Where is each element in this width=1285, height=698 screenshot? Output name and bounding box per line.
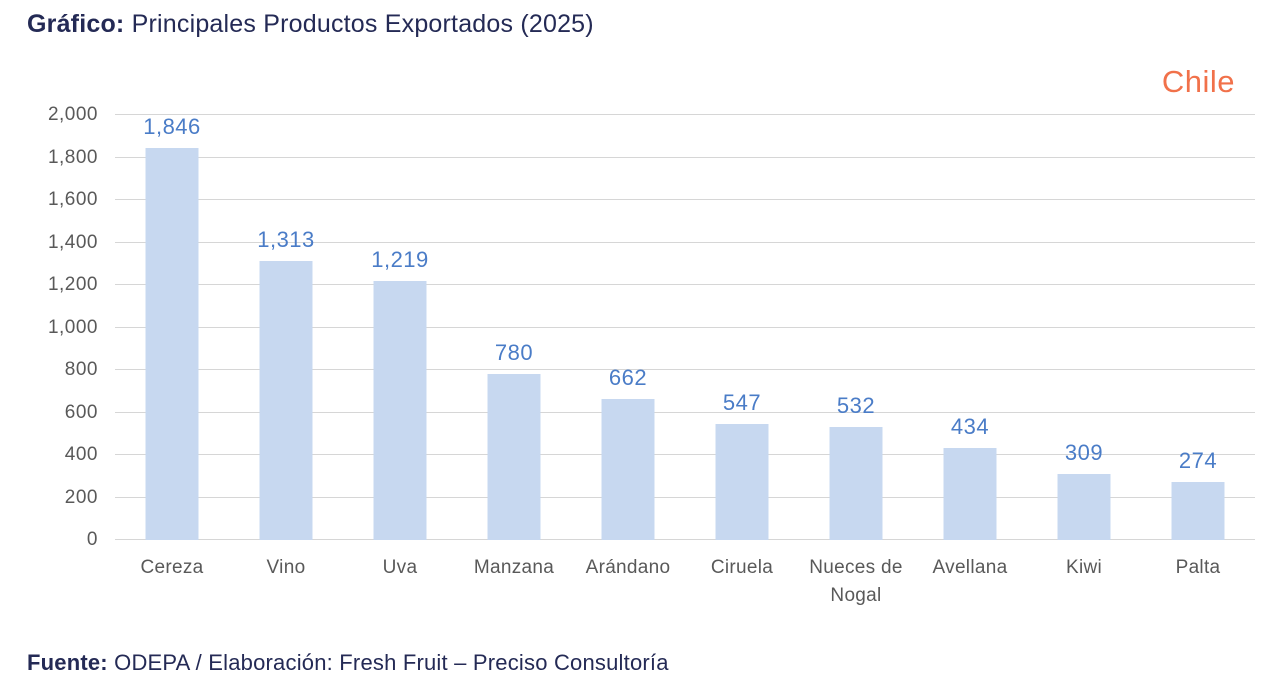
y-tick-label: 200 <box>64 486 98 508</box>
y-tick-label: 0 <box>86 529 98 550</box>
bar <box>1171 481 1225 540</box>
y-tick-label: 1,400 <box>47 231 98 253</box>
gridline <box>115 114 1255 115</box>
source-text: ODEPA / Elaboración: Fresh Fruit – Preci… <box>114 650 669 675</box>
bar <box>943 447 997 540</box>
gridline <box>115 411 1255 413</box>
bar <box>601 399 655 540</box>
y-tick-label: 1,000 <box>47 316 98 338</box>
x-tick-label: Uva <box>382 557 418 578</box>
gridline <box>115 369 1255 370</box>
chart-title-text: Principales Productos Exportados (2025) <box>131 10 594 38</box>
gridline <box>115 539 1255 540</box>
bar-value-label: 532 <box>836 392 876 418</box>
bar-value-label: 780 <box>494 340 534 366</box>
bar <box>487 374 541 540</box>
y-axis: 0 200 400 600 800 1,000 1,200 1,400 1,600 1,800 2,… <box>0 104 98 550</box>
y-tick-label: 1,800 <box>47 146 98 168</box>
y-tick-label: 2,000 <box>47 104 98 125</box>
gridline <box>115 284 1255 285</box>
bar-value-label: 1,846 <box>143 113 201 139</box>
bar <box>145 147 199 540</box>
gridline <box>115 156 1255 158</box>
gridline <box>115 496 1255 498</box>
bar-value-label: 662 <box>608 365 648 391</box>
bar <box>1057 474 1111 540</box>
bar <box>373 280 427 540</box>
bar-value-label: 1,313 <box>257 227 315 252</box>
y-tick-label: 1,600 <box>47 189 98 210</box>
source-prefix: Fuente: <box>27 650 108 675</box>
x-tick-label: Ciruela <box>710 557 774 578</box>
gridline <box>115 199 1255 200</box>
bar <box>259 261 313 540</box>
gridline <box>115 454 1255 455</box>
x-tick-label: Avellana <box>932 557 1008 578</box>
y-tick-label: 800 <box>64 359 98 380</box>
bar-value-label: 309 <box>1064 440 1104 466</box>
bar-value-label: 547 <box>722 389 762 415</box>
y-tick-label: 600 <box>64 401 98 423</box>
x-tick-label: Vino <box>266 557 306 578</box>
x-tick-label: Arándano <box>585 557 671 578</box>
chart-title-prefix: Gráfico: <box>27 10 125 38</box>
bar <box>715 423 769 540</box>
y-tick-label: 400 <box>64 444 98 465</box>
gridline <box>115 241 1255 243</box>
bar <box>829 426 883 540</box>
x-tick-label: Palta <box>1175 557 1221 578</box>
plot-area: 1,846 1,313 1,219 780 662 547 532 434 309 274 <box>115 113 1255 540</box>
x-tick-label: Cereza <box>140 557 204 578</box>
country-label: Chile <box>1161 64 1235 99</box>
x-axis: Cereza Vino Uva Manzana Arándano Ciruela Nuece… <box>115 554 1255 609</box>
x-tick-label: Nueces de Nogal <box>809 557 903 606</box>
x-tick-label: Kiwi <box>1065 557 1103 578</box>
bar-value-label: 1,219 <box>371 246 429 272</box>
bar-value-label: 434 <box>950 413 990 439</box>
source-line: Fuente: ODEPA / Elaboración: Fresh Fruit… <box>27 650 669 676</box>
chart-title: Gráfico: Principales Productos Exportado… <box>27 10 594 39</box>
y-tick-label: 1,200 <box>47 274 98 295</box>
gridline <box>115 326 1255 328</box>
x-tick-label: Manzana <box>473 557 555 578</box>
bar-value-label: 274 <box>1178 447 1218 473</box>
